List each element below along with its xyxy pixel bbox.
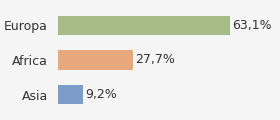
Text: 27,7%: 27,7% bbox=[136, 54, 175, 66]
Bar bbox=[58, 15, 230, 35]
Bar bbox=[58, 85, 83, 105]
Text: 63,1%: 63,1% bbox=[232, 19, 272, 32]
Bar bbox=[58, 50, 133, 70]
Text: 9,2%: 9,2% bbox=[85, 88, 117, 101]
